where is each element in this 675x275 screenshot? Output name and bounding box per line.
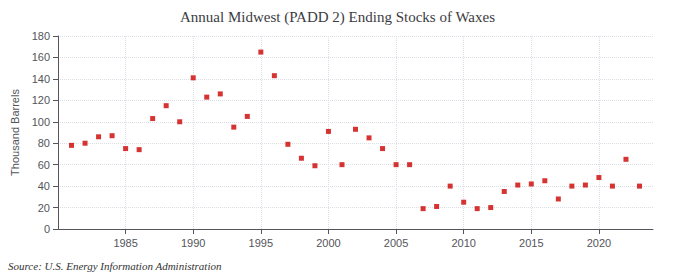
- svg-text:Annual Midwest (PADD 2) Ending: Annual Midwest (PADD 2) Ending Stocks of…: [180, 9, 495, 26]
- svg-text:2010: 2010: [451, 237, 475, 249]
- svg-text:180: 180: [32, 30, 50, 42]
- svg-text:2020: 2020: [587, 237, 611, 249]
- svg-text:120: 120: [32, 94, 50, 106]
- svg-text:Thousand Barrels: Thousand Barrels: [9, 89, 21, 176]
- svg-text:1990: 1990: [181, 237, 205, 249]
- svg-text:60: 60: [38, 159, 50, 171]
- svg-text:140: 140: [32, 73, 50, 85]
- svg-text:80: 80: [38, 137, 50, 149]
- svg-text:40: 40: [38, 180, 50, 192]
- svg-text:2015: 2015: [519, 237, 543, 249]
- svg-text:2000: 2000: [316, 237, 340, 249]
- svg-text:20: 20: [38, 202, 50, 214]
- svg-text:100: 100: [32, 116, 50, 128]
- svg-text:160: 160: [32, 51, 50, 63]
- svg-text:Source: U.S. Energy Informatio: Source: U.S. Energy Information Administ…: [8, 260, 222, 272]
- svg-text:2005: 2005: [384, 237, 408, 249]
- svg-text:1995: 1995: [249, 237, 273, 249]
- svg-text:0: 0: [44, 223, 50, 235]
- svg-text:1985: 1985: [113, 237, 137, 249]
